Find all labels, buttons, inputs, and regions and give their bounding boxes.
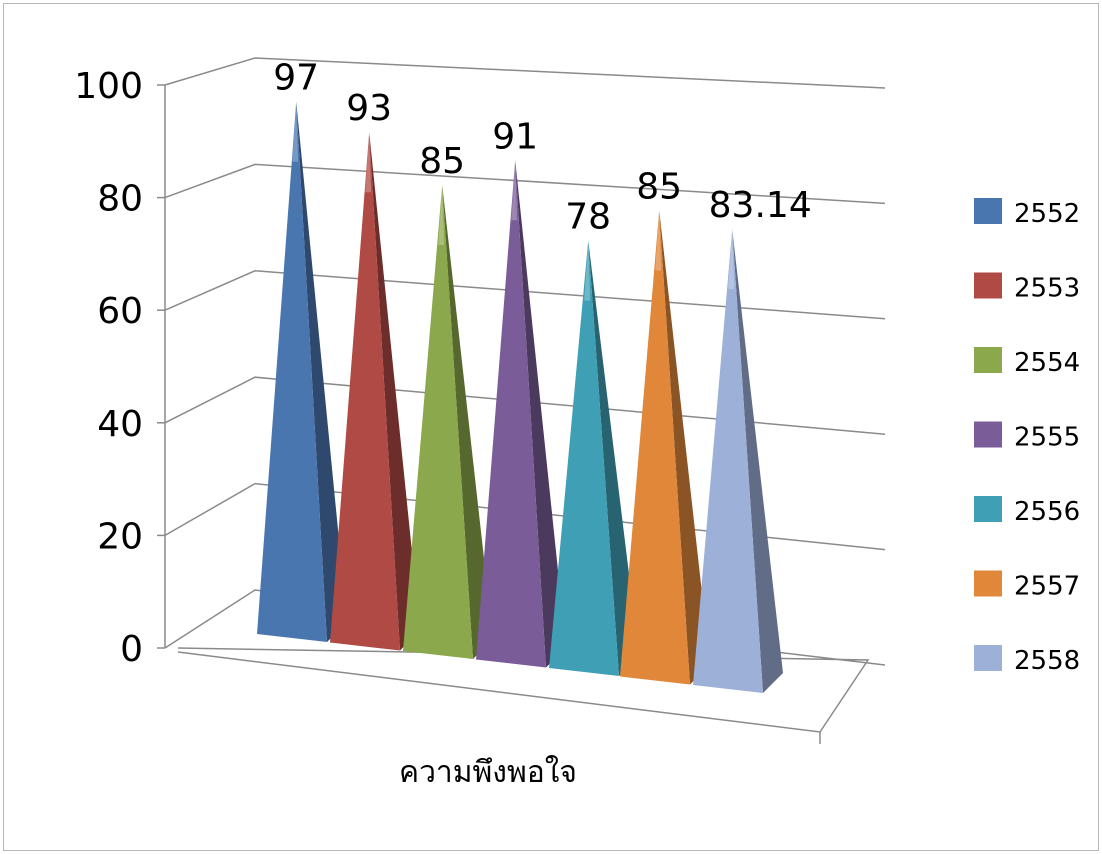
legend-label-2552: 2552: [1014, 199, 1080, 229]
pyramid-side-face: [659, 210, 710, 685]
legend: 2552 2553 2554 2555 2556 2557 2558: [974, 198, 1080, 676]
legend-label-2553: 2553: [1014, 274, 1080, 304]
pyramid-2552: [257, 101, 347, 643]
pyramid-2554: [403, 184, 493, 659]
data-label-2553: 93: [346, 88, 392, 129]
y-tick-label: 60: [97, 291, 143, 332]
pyramid-side-face: [588, 240, 639, 676]
x-axis-category-label: ความพึงพอใจ: [399, 755, 577, 790]
legend-swatch-2557: [974, 570, 1002, 597]
pyramid-front-face: [403, 184, 473, 659]
legend-swatch-2556: [974, 496, 1002, 522]
legend-label-2557: 2557: [1014, 572, 1080, 602]
pyramid-2557: [620, 210, 710, 685]
gridline: [164, 270, 886, 320]
data-label-2557: 85: [636, 166, 682, 207]
pyramid-2556: [549, 240, 639, 676]
gridline: [164, 163, 886, 205]
pyramid-front-face: [620, 210, 690, 685]
pyramid-highlight: [438, 184, 445, 245]
pyramid-front-face: [693, 229, 763, 694]
pyramid-side-face: [515, 160, 566, 668]
legend-swatch-2555: [974, 421, 1002, 448]
y-tick-label: 80: [97, 179, 143, 220]
pyramid-series: [257, 101, 783, 694]
gridline: [164, 57, 886, 89]
pyramid-highlight: [365, 132, 372, 193]
y-tick-label: 20: [97, 516, 143, 557]
legend-swatch-2552: [974, 198, 1002, 224]
pyramid-2555: [476, 160, 566, 668]
pyramid-highlight: [292, 101, 299, 162]
pyramid-highlight: [511, 160, 518, 221]
pyramid-front-face: [330, 132, 400, 651]
data-label-2552: 97: [273, 58, 319, 99]
data-labels: 97 93 85 91 78 85 83.14: [273, 58, 811, 238]
pyramid-side-face: [369, 132, 420, 651]
pyramid-2558: [693, 229, 783, 694]
pyramid-front-face: [549, 240, 619, 676]
pyramid-side-face: [732, 229, 783, 694]
legend-label-2556: 2556: [1014, 497, 1080, 527]
chart-frame: [3, 3, 1099, 851]
pyramid-highlight: [584, 240, 591, 301]
data-label-2556: 78: [565, 197, 611, 238]
pyramid-highlight: [728, 229, 735, 290]
y-tick-label: 0: [120, 629, 143, 670]
pyramid-highlight: [655, 210, 662, 271]
pyramid-front-face: [257, 101, 327, 643]
legend-swatch-2553: [974, 272, 1002, 299]
data-label-2554: 85: [419, 141, 465, 182]
y-tick-label: 40: [97, 404, 143, 445]
data-label-2555: 91: [492, 116, 538, 157]
pyramid-2553: [330, 132, 420, 651]
pyramid-side-face: [296, 101, 347, 643]
pyramid-side-face: [442, 184, 493, 659]
legend-label-2555: 2555: [1014, 423, 1080, 453]
legend-label-2558: 2558: [1014, 646, 1080, 676]
pyramid-front-face: [476, 160, 546, 668]
y-axis-ticks: 0 20 40 60 80 100: [74, 66, 165, 670]
legend-label-2554: 2554: [1014, 348, 1080, 378]
data-label-2558: 83.14: [709, 185, 812, 226]
legend-swatch-2554: [974, 347, 1002, 373]
legend-swatch-2558: [974, 645, 1002, 671]
y-tick-label: 100: [74, 66, 143, 107]
